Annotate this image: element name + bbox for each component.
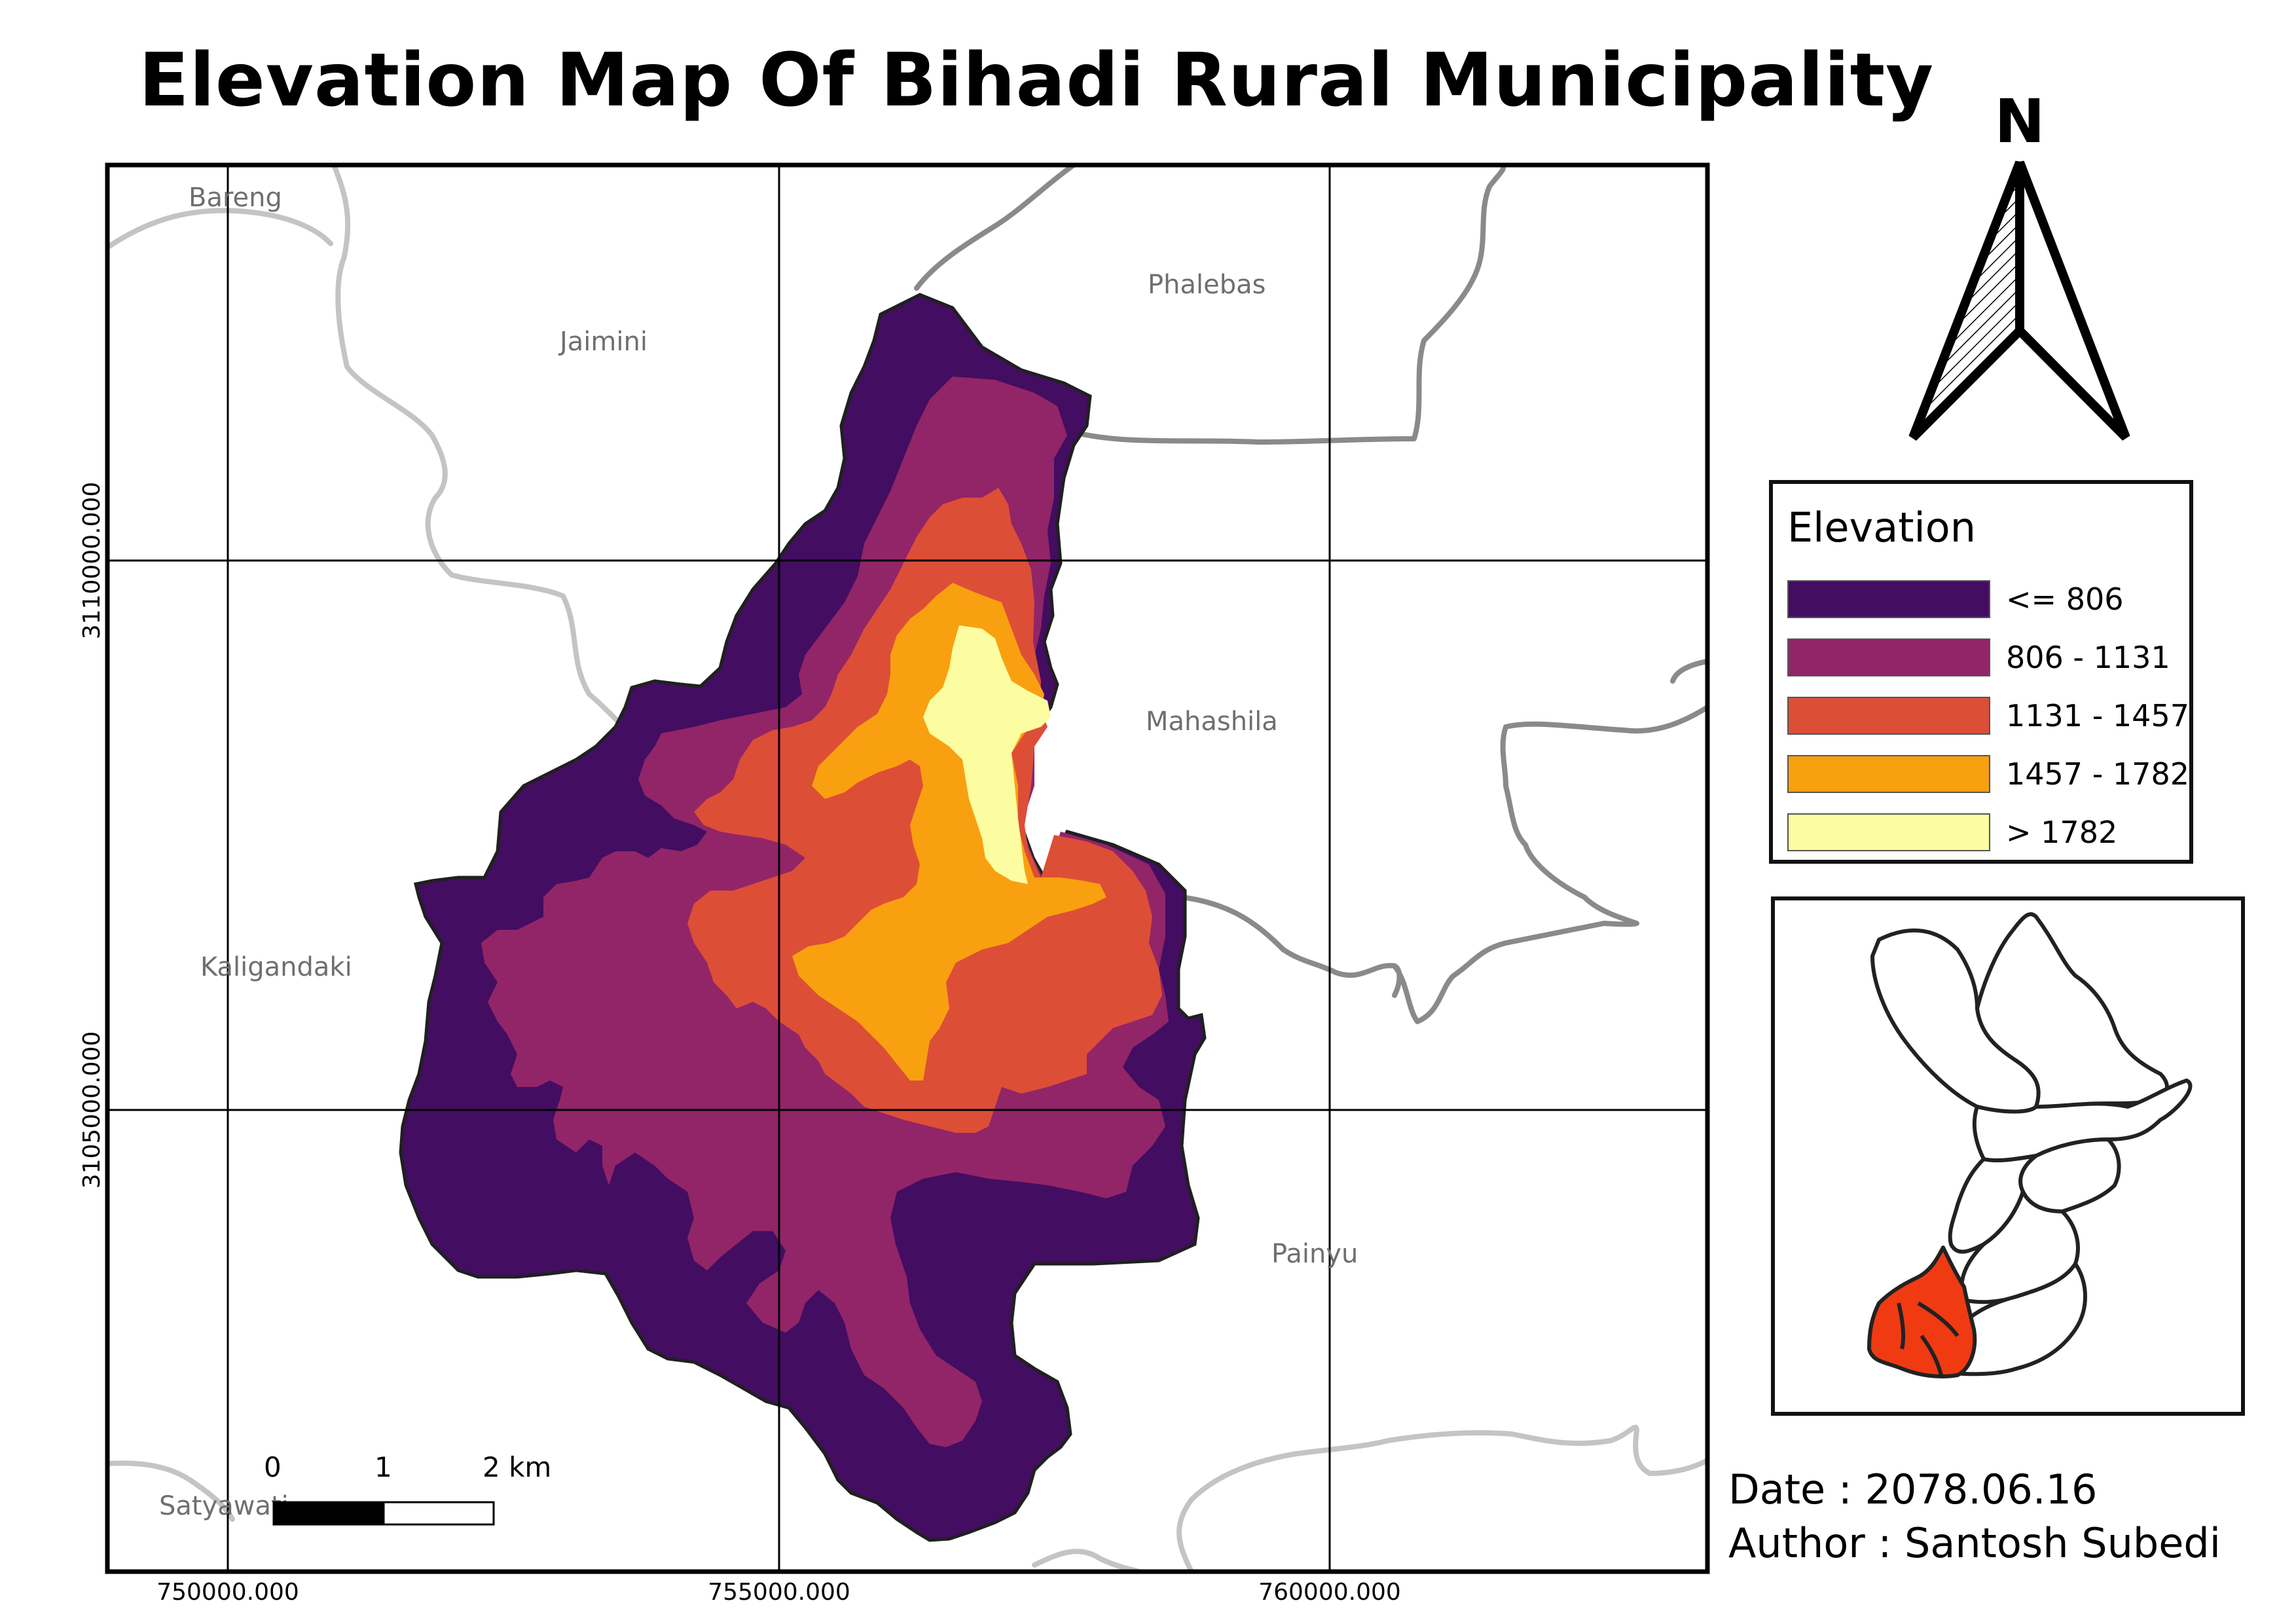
place-label-bareng: Bareng bbox=[189, 183, 282, 213]
legend-swatch bbox=[1787, 697, 1990, 735]
x-tick-750000: 750000.000 bbox=[156, 1579, 299, 1606]
legend-label: <= 806 bbox=[2006, 581, 2124, 617]
place-label-satyawati: Satyawati bbox=[159, 1491, 289, 1521]
legend-title: Elevation bbox=[1787, 504, 1976, 551]
elevation-zones bbox=[399, 293, 1207, 1542]
place-labels: Bareng Jaimini Phalebas Mahashila Kaliga… bbox=[159, 183, 1358, 1521]
north-arrow: N bbox=[1908, 86, 2130, 441]
legend-label: 1457 - 1782 bbox=[2006, 756, 2189, 792]
north-label: N bbox=[1995, 86, 2045, 157]
legend-label: 1131 - 1457 bbox=[2006, 698, 2189, 733]
legend-swatch bbox=[1787, 813, 1990, 851]
legend-label: 806 - 1131 bbox=[2006, 640, 2170, 675]
scale-bar: 0 1 2 km bbox=[264, 1451, 551, 1526]
map-frame-content: Bareng Jaimini Phalebas Mahashila Kaliga… bbox=[107, 165, 1707, 1572]
scale-label-2km: 2 km bbox=[483, 1451, 551, 1483]
axis-labels: 750000.000 755000.000 760000.000 3110000… bbox=[79, 482, 1401, 1606]
inset-map bbox=[1771, 896, 2245, 1416]
neighbour-boundaries bbox=[107, 165, 1707, 1572]
legend-item: 1131 - 1457 bbox=[1787, 696, 2189, 735]
date-text: Date : 2078.06.16 bbox=[1728, 1466, 2098, 1513]
scale-label-1: 1 bbox=[374, 1451, 392, 1483]
inset-highlight-bihadi bbox=[1867, 1246, 1977, 1378]
scale-label-0: 0 bbox=[264, 1451, 282, 1483]
x-tick-760000: 760000.000 bbox=[1258, 1579, 1401, 1606]
y-tick-3110000: 3110000.000 bbox=[79, 482, 105, 640]
place-label-kaligandaki: Kaligandaki bbox=[200, 952, 352, 982]
legend-label: > 1782 bbox=[2006, 815, 2118, 850]
legend-item: 806 - 1131 bbox=[1787, 638, 2170, 677]
y-tick-3105000: 3105000.000 bbox=[79, 1031, 105, 1189]
legend-swatch bbox=[1787, 755, 1990, 793]
legend: Elevation <= 806 806 - 1131 1131 - 1457 … bbox=[1769, 480, 2193, 864]
author-text: Author : Santosh Subedi bbox=[1728, 1519, 2221, 1567]
elevation-zone-max bbox=[923, 625, 1051, 884]
place-label-phalebas: Phalebas bbox=[1148, 270, 1266, 300]
legend-item: > 1782 bbox=[1787, 813, 2117, 852]
place-label-mahashila: Mahashila bbox=[1146, 707, 1278, 737]
legend-swatch bbox=[1787, 638, 1990, 676]
legend-item: <= 806 bbox=[1787, 580, 2124, 619]
inset-district bbox=[1870, 912, 2193, 1376]
legend-item: 1457 - 1782 bbox=[1787, 754, 2189, 794]
legend-swatch bbox=[1787, 580, 1990, 618]
map-title: Elevation Map Of Bihadi Rural Municipali… bbox=[139, 38, 1935, 123]
x-tick-755000: 755000.000 bbox=[708, 1579, 850, 1606]
place-label-jaimini: Jaimini bbox=[558, 327, 647, 357]
map-frame bbox=[105, 162, 1710, 1574]
graticule bbox=[107, 165, 1707, 1572]
place-label-painyu: Painyu bbox=[1271, 1239, 1358, 1269]
